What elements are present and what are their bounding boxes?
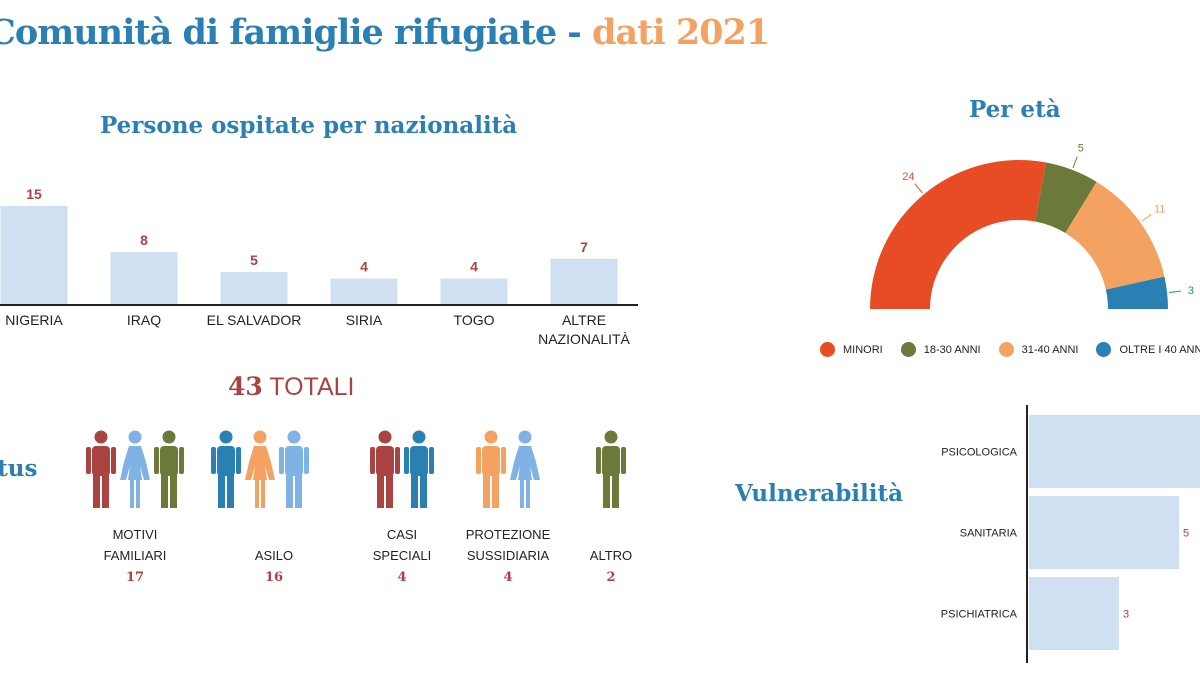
nationality-value-label: 7: [580, 239, 588, 255]
age-legend-item: 18-30 ANNI: [900, 342, 981, 357]
age-legend-label: OLTRE I 40 ANNI: [1119, 343, 1200, 356]
nationality-bar: [440, 278, 508, 305]
age-legend-label: 31-40 ANNI: [1021, 343, 1079, 356]
man-icon: [154, 430, 184, 508]
nationality-category-label: NIGERIA: [5, 312, 63, 328]
legend-dot-icon: [900, 342, 916, 357]
status-item: MOTIVI FAMILIARI 17: [70, 430, 200, 585]
nationality-value-label: 15: [26, 186, 42, 202]
legend-dot-icon: [1096, 342, 1112, 357]
title-main: Comunità di famiglie rifugiate -: [0, 12, 593, 53]
totals-label: 43 TOTALI: [228, 372, 355, 402]
age-legend-item: 31-40 ANNI: [998, 342, 1079, 357]
status-label: ALTRO: [589, 548, 633, 563]
age-legend-label: 18-30 ANNI: [923, 343, 981, 356]
nationality-bar-chart: 15 NIGERIA 8 IRAQ 5 EL SALVADOR 4 SIRIA 4 TOGO 7 AL…: [0, 186, 638, 347]
nationality-bar: [550, 258, 618, 305]
status-label: CASI SPECIALI: [372, 527, 432, 563]
man-icon: [211, 430, 241, 508]
age-legend-item: OLTRE I 40 ANNI: [1096, 342, 1200, 357]
vulnerability-bar-chart: PSICOLOGICA SANITARIA 5 PSICHIATRICA 3: [941, 405, 1200, 663]
nationality-category-label: TOGO: [454, 312, 495, 328]
vulnerability-category-label: SANITARIA: [960, 528, 1018, 540]
nationality-value-label: 8: [140, 232, 148, 248]
status-value: 16: [264, 570, 284, 585]
age-value-label: 11: [1154, 203, 1165, 215]
status-value: 4: [397, 570, 407, 585]
age-legend-label: MINORI: [843, 343, 883, 356]
vulnerability-bar: [1029, 415, 1200, 488]
age-leader-line: [1141, 213, 1152, 222]
nationality-value-label: 4: [360, 259, 368, 275]
vulnerability-value-label: 5: [1183, 528, 1189, 540]
vulnerability-bar: [1029, 577, 1119, 650]
status-item: PROTEZIONE SUSSIDIARIA 4: [443, 430, 573, 585]
man-icon: [476, 430, 506, 508]
vulnerability-category-label: PSICOLOGICA: [941, 447, 1017, 459]
legend-dot-icon: [820, 342, 835, 357]
nationality-bar: [220, 272, 288, 305]
age-legend: MINORI 18-30 ANNI 31-40 ANNI OLTRE I 40 ANN…: [820, 342, 1200, 357]
nationality-category-label: EL SALVADOR: [207, 312, 302, 328]
status-value: 2: [606, 570, 616, 585]
nationality-category-label: ALTRE: [562, 312, 606, 328]
age-slice: [1105, 276, 1168, 309]
age-value-label: 5: [1078, 142, 1084, 154]
status-people-icons: [443, 430, 573, 510]
man-icon: [279, 430, 309, 508]
man-icon: [596, 430, 626, 508]
status-label: MOTIVI FAMILIARI: [103, 527, 167, 563]
age-leader-line: [914, 183, 923, 194]
nationality-bar: [110, 252, 178, 305]
status-people-icons: [546, 430, 676, 510]
legend-dot-icon: [998, 342, 1014, 357]
totals-number: 43: [228, 372, 263, 401]
totals-text: TOTALI: [262, 373, 355, 401]
age-leader-line: [1169, 290, 1182, 293]
nationality-category-label: IRAQ: [127, 312, 161, 328]
vulnerability-title: Vulnerabilità: [735, 480, 904, 507]
man-icon: [404, 430, 434, 508]
status-value: 17: [125, 570, 145, 585]
status-people-icons: [337, 430, 467, 510]
status-item: ASILO 16: [209, 430, 339, 585]
nationality-value-label: 5: [250, 252, 258, 268]
vulnerability-category-label: PSICHIATRICA: [941, 609, 1018, 621]
nationality-category-label: SIRIA: [346, 312, 383, 328]
status-title: Status: [0, 455, 38, 482]
age-leader-line: [1072, 156, 1078, 169]
status-people-icons: [209, 430, 339, 510]
vulnerability-value-label: 3: [1123, 609, 1129, 621]
nationality-value-label: 4: [470, 259, 478, 275]
status-label: ASILO: [254, 548, 294, 563]
nationality-category-label: NAZIONALITÀ: [538, 331, 630, 347]
age-slice: [870, 160, 1047, 309]
status-people-icons: [70, 430, 200, 510]
woman-icon: [510, 430, 540, 508]
woman-icon: [245, 430, 275, 508]
title-accent: dati 2021: [592, 12, 770, 53]
woman-icon: [120, 430, 150, 508]
age-value-label: 24: [902, 171, 914, 183]
status-value: 4: [503, 570, 513, 585]
status-item: ALTRO 2: [546, 430, 676, 585]
page-title: Comunità di famiglie rifugiate - dati 20…: [0, 12, 770, 53]
status-item: CASI SPECIALI 4: [337, 430, 467, 585]
age-title: Per età: [969, 96, 1061, 123]
age-legend-item: MINORI: [820, 342, 883, 357]
man-icon: [370, 430, 400, 508]
age-semi-donut-chart: 24 5 11 3: [870, 142, 1194, 309]
age-slice: [1035, 162, 1097, 234]
nationality-title: Persone ospitate per nazionalità: [100, 112, 518, 139]
nationality-bar: [330, 278, 398, 305]
vulnerability-bar: [1029, 496, 1179, 569]
age-value-label: 3: [1188, 285, 1194, 297]
nationality-bar: [0, 206, 68, 305]
man-icon: [86, 430, 116, 508]
status-row: MOTIVI FAMILIARI 17 ASILO 16 CASI SPECIALI 4 P…: [0, 430, 700, 600]
status-label: PROTEZIONE SUSSIDIARIA: [465, 527, 551, 563]
age-slice: [1065, 181, 1165, 290]
